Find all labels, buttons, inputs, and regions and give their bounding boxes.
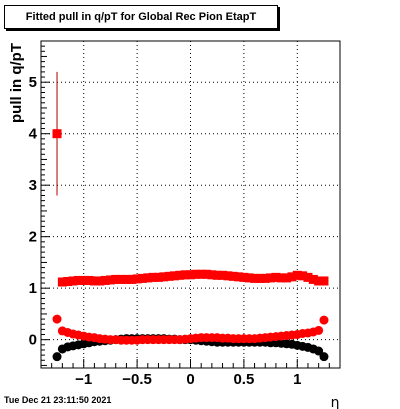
data-point (84, 275, 94, 285)
data-point (218, 270, 228, 280)
data-point (292, 270, 302, 280)
y-tick-label: 5 (29, 74, 37, 91)
data-point (68, 276, 78, 286)
data-point (303, 272, 313, 282)
data-point (276, 273, 286, 283)
data-point (266, 273, 276, 283)
series-2 (52, 314, 329, 345)
data-point (319, 315, 329, 325)
data-point (191, 269, 201, 279)
x-tick-label: −0.5 (122, 371, 152, 388)
data-point (287, 272, 297, 282)
chart-title: Fitted pull in q/pT for Global Rec Pion … (4, 5, 278, 29)
x-tick-label: 1 (293, 371, 301, 388)
data-point (271, 272, 281, 282)
tick-labels: −1 −0.5 0 0.5 1 0 1 2 3 4 5 (29, 74, 302, 388)
axis-ticks (40, 45, 341, 368)
data-point (111, 274, 121, 284)
data-point (116, 274, 126, 284)
data-point (52, 352, 62, 362)
data-point (175, 270, 185, 280)
data-point (180, 270, 190, 280)
data-point (105, 275, 115, 285)
data-point (186, 270, 195, 280)
data-point (164, 271, 174, 281)
x-tick-label: 0.5 (233, 371, 254, 388)
data-point (207, 270, 217, 280)
data-point (100, 275, 110, 285)
data-point (255, 273, 265, 283)
data-point (228, 271, 238, 281)
data-point (153, 272, 163, 282)
data-point (314, 276, 324, 286)
data-point (95, 276, 105, 286)
data-point (223, 271, 233, 281)
timestamp: Tue Dec 21 23:11:50 2021 (4, 395, 112, 405)
data-point (239, 272, 249, 282)
data-point (121, 274, 131, 284)
data-point (234, 272, 244, 282)
data-point (308, 274, 318, 284)
data-point (282, 273, 292, 283)
data-point (52, 314, 62, 324)
data-point (79, 275, 89, 285)
grid (41, 41, 340, 368)
y-tick-label: 4 (29, 126, 38, 143)
y-tick-label: 1 (29, 280, 37, 297)
data-point (169, 271, 179, 281)
data-point (143, 273, 153, 283)
data-point (148, 272, 158, 282)
data-point (159, 272, 169, 282)
plot-frame (40, 40, 341, 369)
x-tick-label: −1 (75, 371, 92, 388)
y-tick-label: 0 (29, 332, 37, 349)
data-point (52, 129, 62, 139)
data-point (260, 273, 270, 283)
data-point (212, 270, 222, 280)
data-point (132, 274, 142, 284)
y-tick-label: 3 (29, 177, 37, 194)
data-point (244, 273, 254, 283)
x-axis-label: η (331, 395, 340, 409)
data-point (196, 269, 206, 279)
data-point (63, 276, 73, 286)
data-point (314, 346, 324, 356)
data-point (319, 352, 329, 362)
x-tick-label: 0 (186, 371, 194, 388)
data-point (57, 277, 67, 287)
data-point (127, 274, 137, 284)
data-point (137, 273, 147, 283)
y-axis-label: pull in q/pT (8, 43, 25, 123)
data-point (298, 271, 308, 281)
data-point (250, 273, 260, 283)
data-point (319, 276, 329, 286)
data-point (202, 269, 212, 279)
y-tick-label: 2 (29, 229, 37, 246)
data-point (89, 276, 99, 286)
data-point (314, 325, 324, 335)
series-0 (52, 71, 329, 287)
data-point (73, 275, 83, 285)
data-series (52, 71, 329, 362)
